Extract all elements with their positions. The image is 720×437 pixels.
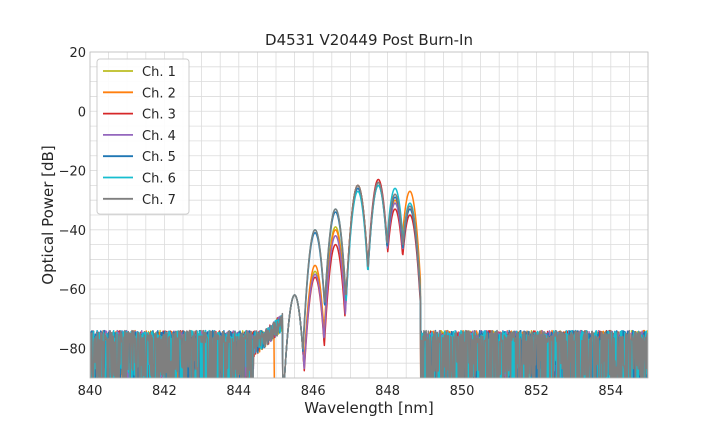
plot-frame (89, 51, 649, 379)
x-tick-label: 854 (598, 384, 623, 399)
x-tick-label: 852 (524, 384, 549, 399)
tick-labels: 840 842 844 846 848 850 852 854 20 0 −20 −40 −60 −80 (59, 46, 624, 399)
legend-box (96, 58, 190, 215)
legend-label: Ch. 6 (142, 172, 176, 187)
legend-label: Ch. 3 (142, 108, 176, 123)
series-line (90, 181, 648, 378)
x-tick-label: 848 (375, 384, 400, 399)
x-tick-label: 842 (152, 384, 177, 399)
legend-label: Ch. 1 (142, 65, 176, 80)
y-tick-label: 0 (78, 105, 86, 120)
y-tick-label: −60 (59, 283, 86, 298)
y-tick-label: −80 (59, 342, 86, 357)
y-axis-label: Optical Power [dB] (39, 145, 57, 284)
x-tick-label: 840 (78, 384, 103, 399)
legend: Ch. 1 Ch. 2 Ch. 3 Ch. 4 Ch. 5 Ch. 6 Ch. 7 (96, 58, 190, 215)
x-axis-label: Wavelength [nm] (304, 399, 434, 417)
y-tick-label: −20 (59, 165, 86, 180)
legend-label: Ch. 7 (142, 193, 176, 208)
x-tick-label: 850 (450, 384, 475, 399)
y-tick-label: −40 (59, 224, 86, 239)
y-tick-label: 20 (69, 46, 86, 61)
series-layer (90, 178, 648, 378)
x-tick-label: 844 (226, 384, 251, 399)
legend-label: Ch. 2 (142, 86, 176, 101)
legend-label: Ch. 4 (142, 129, 176, 144)
legend-label: Ch. 5 (142, 150, 176, 165)
x-tick-label: 846 (301, 384, 326, 399)
chart-title: D4531 V20449 Post Burn-In (265, 31, 473, 49)
